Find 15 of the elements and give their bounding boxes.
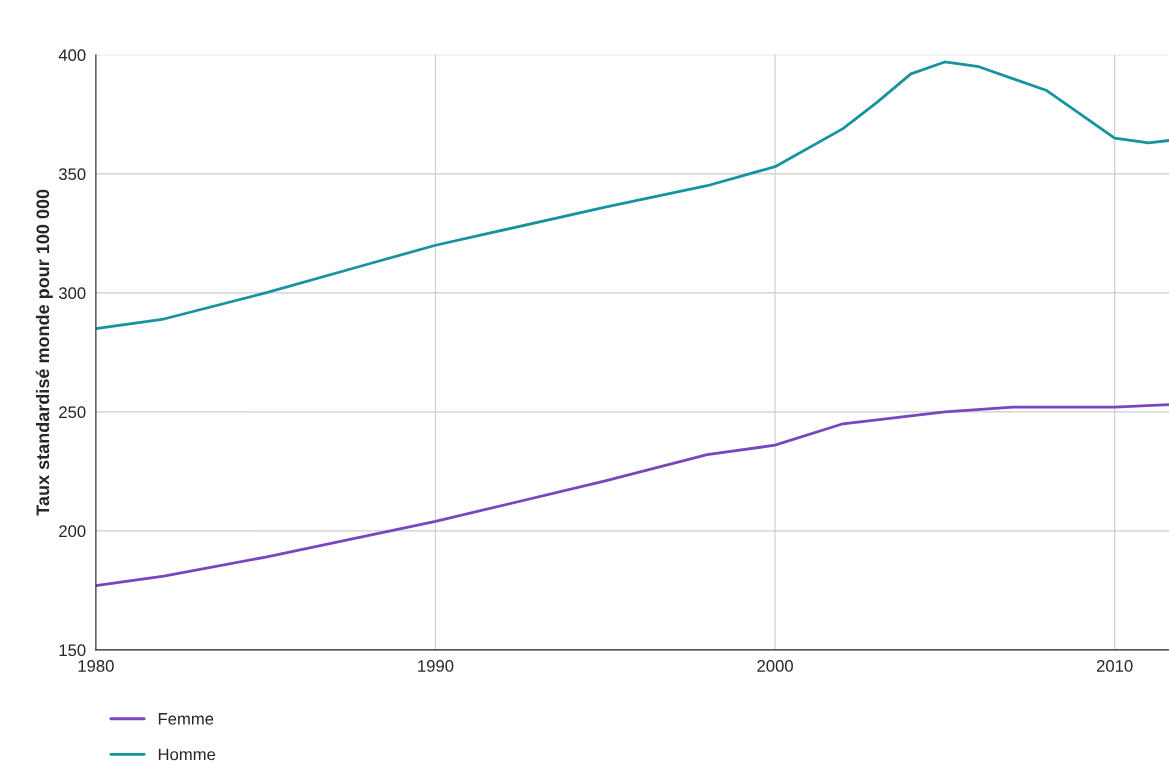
y-axis-title: Taux standardisé monde pour 100 000 [35,189,53,516]
y-tick-label: 250 [59,406,86,419]
y-tick-label: 400 [58,49,86,62]
legend-label: Homme [158,748,216,761]
x-tick-label: 2000 [757,660,793,672]
legend-label: Femme [158,713,214,725]
line-series [95,403,1169,588]
y-tick-label: 150 [59,644,86,657]
y-tick-label: 300 [58,287,86,300]
line-series [95,60,1169,330]
y-tick-label: 350 [58,168,86,181]
y-tick-label: 200 [59,525,86,538]
x-tick-label: 1990 [418,660,454,672]
x-tick-label: 2010 [1096,660,1133,672]
x-tick-label: 1980 [78,660,114,672]
